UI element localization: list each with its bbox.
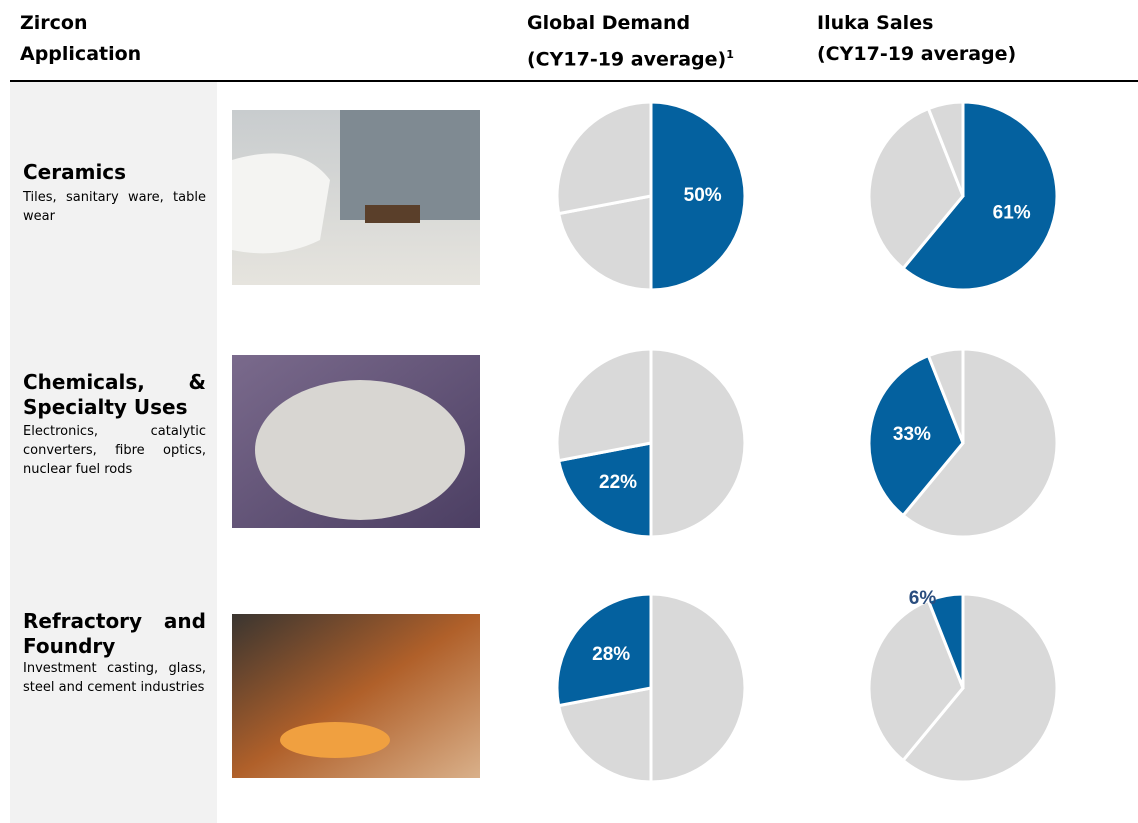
slice-label: 6% (909, 588, 937, 609)
pie-slice (900, 347, 1059, 539)
pie-slice (649, 100, 747, 292)
photo-refractory (232, 614, 480, 778)
header-line: (CY17-19 average) (817, 43, 1017, 65)
header-text: (CY17-19 average) (527, 48, 727, 71)
pie-slice (900, 100, 1059, 292)
row-title: Ceramics (23, 160, 127, 184)
pie-slice (649, 347, 747, 539)
row-description: Electronics, catalytic converters, fibre… (23, 424, 206, 477)
pie-slice (556, 194, 653, 292)
pie-slice (649, 592, 747, 784)
photo-chemicals (232, 355, 480, 528)
header-line: Iluka Sales (817, 12, 934, 34)
photo-ceramics (232, 110, 480, 285)
slice-label: 61% (993, 203, 1031, 224)
pie-slice (867, 106, 965, 271)
slice-label: 50% (684, 185, 722, 206)
pie-slice (926, 592, 965, 689)
slice-label: 28% (592, 644, 630, 665)
header-line: Zircon (20, 12, 88, 34)
row-description: Tiles, sanitary ware, table wear (23, 190, 206, 224)
pie-slice (926, 347, 965, 444)
pie-slice (555, 100, 653, 216)
header-line: Global Demand (527, 12, 691, 34)
pie-slice (867, 598, 965, 763)
pie-slice (926, 100, 965, 197)
row-title: Refractory and Foundry (23, 609, 206, 658)
header-global: Global Demand (CY17-19 average)1 (527, 8, 734, 75)
pie-slice (556, 441, 653, 539)
row-title: Chemicals, & Specialty Uses (23, 370, 206, 419)
header-line: (CY17-19 average)1 (527, 39, 734, 75)
header-iluka: Iluka Sales (CY17-19 average) (817, 8, 1016, 70)
pie-slice (555, 347, 653, 463)
header-line: Application (20, 43, 142, 65)
footnote-mark: 1 (726, 48, 734, 61)
row-description: Investment casting, glass, steel and cem… (23, 661, 206, 695)
pie-slice (900, 592, 1059, 784)
header-application: Zircon Application (20, 8, 141, 70)
slice-label: 33% (893, 424, 931, 445)
pie-slice (867, 353, 965, 518)
slice-label: 22% (599, 472, 637, 493)
pie-slice (556, 686, 653, 784)
header-rule (10, 80, 1138, 82)
pie-slice (555, 592, 653, 708)
side-panel (10, 82, 217, 823)
